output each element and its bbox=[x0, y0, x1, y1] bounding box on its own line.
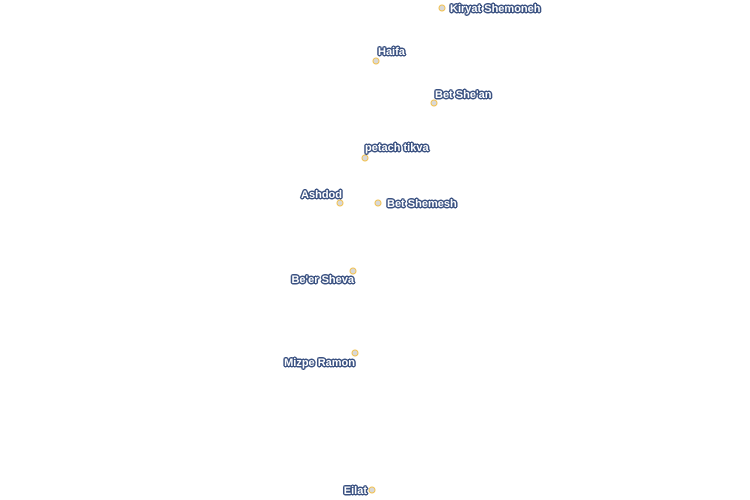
city-marker-petach-tikva[interactable] bbox=[361, 154, 369, 162]
city-label-kiryat-shemoneh: Kiryat Shemoneh bbox=[450, 3, 541, 15]
city-label-mizpe-ramon: Mizpe Ramon bbox=[284, 357, 355, 369]
city-marker-kiryat-shemoneh[interactable] bbox=[438, 4, 446, 12]
city-label-eilat: Eilat bbox=[343, 485, 367, 497]
city-label-bet-shemesh: Bet Shemesh bbox=[387, 198, 457, 210]
city-marker-eilat[interactable] bbox=[368, 486, 376, 494]
city-label-petach-tikva: petach tikva bbox=[365, 142, 429, 154]
city-marker-haifa[interactable] bbox=[372, 57, 380, 65]
city-label-ashdod: Ashdod bbox=[301, 189, 342, 201]
city-label-beer-sheva: Be'er Sheva bbox=[291, 274, 354, 286]
city-marker-bet-shemesh[interactable] bbox=[374, 199, 382, 207]
city-marker-bet-shean[interactable] bbox=[430, 99, 438, 107]
city-marker-beer-sheva[interactable] bbox=[349, 267, 357, 275]
city-marker-ashdod[interactable] bbox=[336, 199, 344, 207]
city-label-bet-shean: Bet She'an bbox=[435, 89, 492, 101]
city-label-haifa: Haifa bbox=[378, 46, 405, 58]
city-marker-mizpe-ramon[interactable] bbox=[351, 349, 359, 357]
